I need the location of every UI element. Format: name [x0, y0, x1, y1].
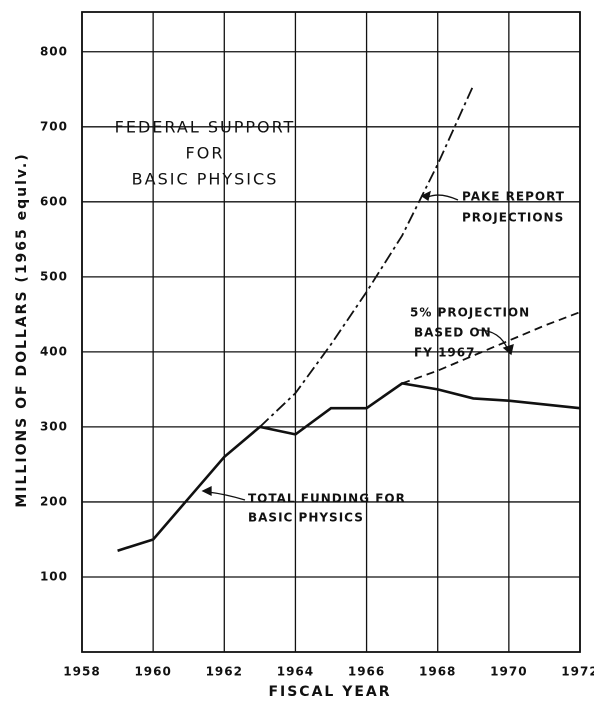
x-tick-label: 1958: [63, 665, 100, 679]
x-tick-label: 1964: [277, 665, 314, 679]
x-tick-label: 1960: [134, 665, 171, 679]
annotation: BASIC PHYSICS: [132, 170, 279, 189]
x-tick-label: 1970: [490, 665, 527, 679]
x-axis-label: FISCAL YEAR: [268, 684, 391, 700]
annotation: BASED ON: [414, 326, 492, 340]
annotation: PAKE REPORT: [462, 190, 565, 204]
y-tick-label: 200: [40, 494, 68, 508]
annotation: PROJECTIONS: [462, 211, 564, 225]
annotation: TOTAL FUNDING FOR: [248, 492, 406, 506]
y-tick-label: 500: [40, 269, 68, 283]
x-tick-label: 1962: [206, 665, 243, 679]
y-tick-label: 300: [40, 419, 68, 433]
y-axis-label: MILLIONS OF DOLLARS (1965 equlv.): [14, 152, 30, 507]
y-tick-label: 600: [40, 194, 68, 208]
annotation: FOR: [186, 144, 225, 163]
annotation: FEDERAL SUPPORT: [115, 118, 296, 137]
x-tick-label: 1968: [419, 665, 456, 679]
y-tick-label: 100: [40, 569, 68, 583]
y-tick-label: 700: [40, 119, 68, 133]
x-tick-label: 1966: [348, 665, 385, 679]
arrow: [427, 194, 459, 201]
arrowhead: [201, 485, 212, 497]
y-tick-label: 800: [40, 44, 68, 58]
annotation: 5% PROJECTION: [410, 306, 530, 320]
y-tick-label: 400: [40, 344, 68, 358]
plot-frame: [81, 11, 581, 653]
data-line: [401, 311, 581, 385]
annotation: FY 1967: [414, 346, 475, 360]
annotation: BASIC PHYSICS: [248, 511, 364, 525]
arrow: [207, 491, 246, 501]
arrowhead: [420, 190, 431, 202]
data-line: [117, 382, 581, 552]
x-tick-label: 1972: [561, 665, 594, 679]
data-line: [259, 85, 475, 428]
